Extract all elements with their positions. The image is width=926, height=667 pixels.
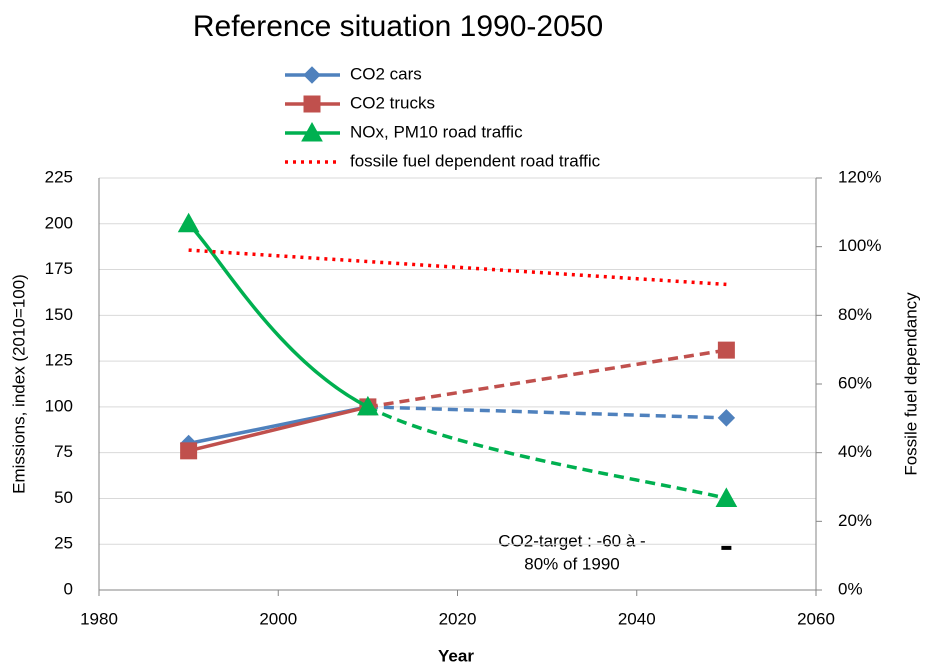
legend-marker: [303, 66, 321, 84]
y2-tick-label: 40%: [838, 442, 872, 461]
series-line: [187, 222, 369, 409]
legend-marker: [303, 95, 321, 113]
marker: [717, 409, 736, 427]
y-tick-label: 50: [54, 488, 73, 507]
y-tick-label: 0: [64, 579, 73, 598]
x-tick-label: 2060: [797, 609, 835, 628]
marker: [717, 341, 735, 359]
y2-tick-label: 120%: [838, 167, 881, 186]
y2-tick-label: 0%: [838, 579, 863, 598]
y2-axis-label: Fossile fuel dependancy: [901, 292, 920, 476]
series-line: [367, 405, 727, 420]
legend-label: CO2 trucks: [350, 93, 435, 112]
x-tick-label: 2020: [439, 609, 477, 628]
y-tick-label: 225: [45, 167, 73, 186]
y-tick-label: 175: [45, 259, 73, 278]
marker: [715, 487, 738, 507]
series-line: [188, 248, 727, 287]
y-tick-label: 200: [45, 213, 73, 232]
y2-tick-label: 80%: [838, 305, 872, 324]
y-axis-label: Emissions, index (2010=100): [9, 274, 28, 494]
legend-marker: [301, 121, 323, 142]
y-tick-label: 100: [45, 396, 73, 415]
target-marker: [721, 545, 732, 550]
series-line: [367, 348, 727, 409]
y2-tick-label: 60%: [838, 373, 872, 392]
chart-title: Reference situation 1990-2050: [193, 10, 603, 43]
y2-tick-label: 100%: [838, 236, 881, 255]
x-tick-label: 1980: [80, 609, 118, 628]
series-line: [188, 405, 369, 453]
marker: [177, 212, 200, 233]
y-tick-label: 75: [54, 442, 73, 461]
y-tick-label: 125: [45, 351, 73, 370]
series-line: [367, 405, 727, 501]
x-tick-label: 2040: [618, 609, 656, 628]
y-tick-label: 25: [54, 534, 73, 553]
legend-label: NOx, PM10 road traffic: [350, 122, 523, 141]
y-tick-label: 150: [45, 305, 73, 324]
x-axis-label: Year: [438, 646, 474, 665]
annotation: 80% of 1990: [524, 554, 619, 573]
legend-label: CO2 cars: [350, 64, 422, 83]
marker: [180, 442, 198, 460]
y2-tick-label: 20%: [838, 511, 872, 530]
annotation: CO2-target : -60 à -: [498, 531, 645, 550]
x-tick-label: 2000: [259, 609, 297, 628]
marker: [357, 395, 379, 416]
legend-label: fossile fuel dependent road traffic: [350, 151, 601, 170]
